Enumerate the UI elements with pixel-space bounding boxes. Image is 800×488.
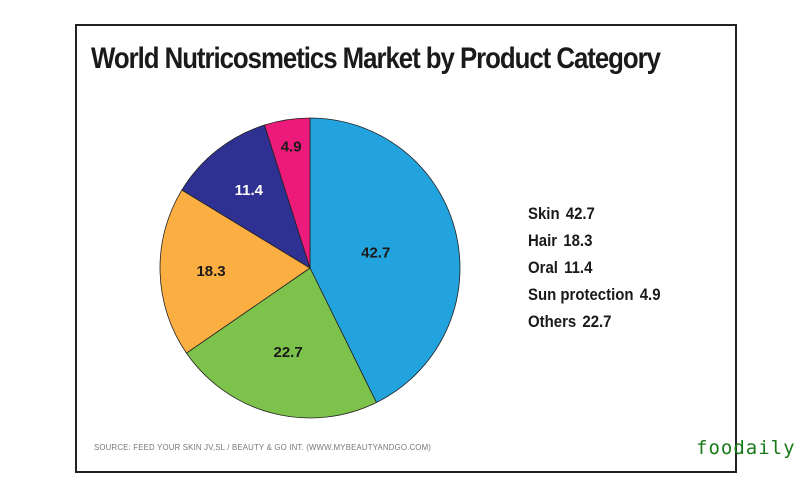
legend-item-sun-protection: Sun protection 4.9: [528, 285, 661, 304]
slice-label-skin: 42.7: [361, 245, 390, 262]
slice-label-others: 22.7: [273, 344, 302, 361]
slice-label-hair: 18.3: [196, 263, 225, 280]
legend-item-others: Others 22.7: [528, 312, 612, 331]
legend-item-skin: Skin 42.7: [528, 204, 595, 223]
chart-title: World Nutricosmetics Market by Product C…: [91, 42, 661, 75]
legend-item-oral: Oral 11.4: [528, 258, 593, 277]
pie-slice-sun-protection: [264, 117, 311, 269]
pie-slice-others: [185, 267, 377, 419]
pie-slice-oral: [181, 124, 311, 269]
pie-slice-hair: [159, 189, 311, 354]
watermark: foodaily: [696, 437, 796, 459]
pie-chart: 42.7 22.7 18.3 11.4 4.9: [159, 117, 461, 419]
slice-label-sun-protection: 4.9: [281, 138, 302, 155]
slice-label-oral: 11.4: [235, 182, 264, 199]
chart-legend: Skin 42.7 Hair 18.3 Oral 11.4 Sun protectio…: [528, 200, 661, 335]
pie-slice-skin: [309, 117, 461, 404]
legend-item-hair: Hair 18.3: [528, 231, 593, 250]
source-note: SOURCE: FEED YOUR SKIN JV,SL / BEAUTY & …: [94, 442, 432, 452]
chart-frame: World Nutricosmetics Market by Product C…: [75, 24, 737, 473]
